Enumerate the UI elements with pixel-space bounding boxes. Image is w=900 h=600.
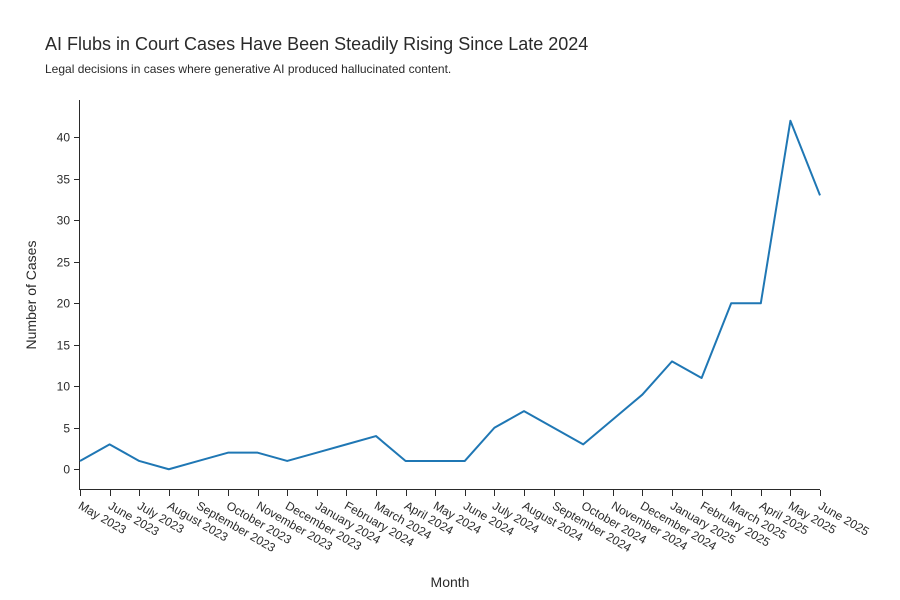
y-tick-label: 30 [57,214,71,228]
y-tick-label: 20 [57,297,71,311]
chart-title: AI Flubs in Court Cases Have Been Steadi… [45,34,588,54]
y-tick-label: 40 [57,131,71,145]
y-tick-label: 0 [63,463,70,477]
series-line [79,119,821,471]
series-group [79,119,821,471]
y-tick-label: 5 [63,422,70,436]
y-tick-label: 10 [57,380,71,394]
y-axis-title: Number of Cases [23,241,39,350]
y-tick-label: 25 [57,256,71,270]
y-ticks: 0 5 10 15 20 25 30 35 40 [57,131,80,477]
x-axis-title: Month [431,574,470,590]
y-tick-label: 35 [57,173,71,187]
chart-subtitle: Legal decisions in cases where generativ… [45,62,451,76]
y-tick-label: 15 [57,339,71,353]
